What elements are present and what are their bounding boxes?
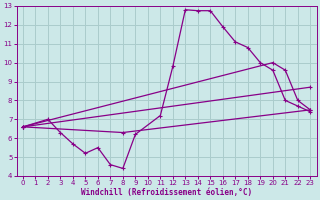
X-axis label: Windchill (Refroidissement éolien,°C): Windchill (Refroidissement éolien,°C)	[81, 188, 252, 197]
